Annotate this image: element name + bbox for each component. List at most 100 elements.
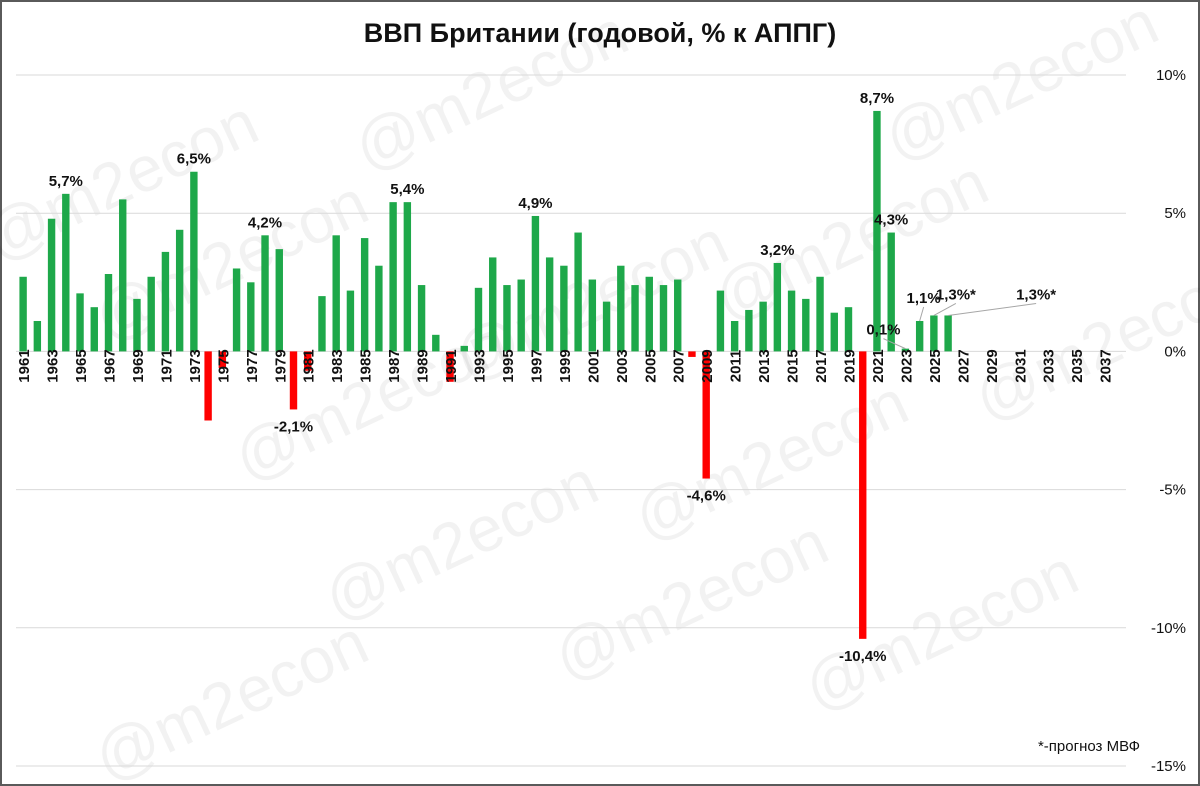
- bar-2004: [631, 285, 639, 352]
- bar-1984: [346, 290, 355, 352]
- bar-1987: [389, 202, 397, 352]
- y-tick-label: -15%: [1151, 758, 1186, 775]
- bar-2026: [944, 315, 952, 352]
- bar-1996: [517, 279, 525, 352]
- bar-1981: [304, 351, 312, 371]
- y-tick-label: 0%: [1164, 343, 1186, 360]
- x-tick-label: 2007: [671, 349, 688, 382]
- bar-2007: [674, 279, 682, 352]
- x-tick-label: 2025: [927, 349, 944, 382]
- bar-1988: [403, 202, 412, 352]
- data-label-2023: 0,1%: [866, 322, 900, 339]
- data-label-2014: 3,2%: [760, 242, 794, 259]
- x-tick-label: 2023: [898, 349, 915, 382]
- y-axis-tick-labels: 10% 5% 0% -5% -10% -15%: [1151, 67, 1186, 775]
- bar-1973: [190, 171, 198, 352]
- bar-2002: [602, 301, 611, 352]
- data-label-1988: 5,4%: [390, 181, 424, 198]
- bar-2014: [773, 262, 782, 352]
- y-tick-label: 5%: [1164, 205, 1186, 222]
- bar-2013: [759, 301, 767, 352]
- bar-1961: [19, 276, 27, 352]
- leader-line: [933, 303, 957, 316]
- bar-1966: [90, 307, 98, 352]
- x-tick-label: 1963: [45, 349, 62, 382]
- bar-2011: [730, 320, 739, 352]
- bar-1977: [247, 282, 255, 352]
- x-tick-label: 1975: [215, 349, 232, 382]
- x-tick-label: 1993: [472, 349, 489, 382]
- bar-1965: [76, 293, 84, 352]
- data-label-1964: 5,7%: [49, 173, 83, 190]
- bar-2017: [816, 276, 824, 352]
- bar-2010: [716, 290, 725, 352]
- x-tick-label: 2003: [614, 349, 631, 382]
- x-tick-label: 1969: [130, 349, 147, 382]
- bar-1976: [232, 268, 241, 352]
- bar-2019: [844, 307, 853, 352]
- bar-2020: [859, 351, 867, 639]
- leader-line: [919, 306, 925, 322]
- bar-2025: [930, 315, 938, 352]
- watermark-text: @m2econ: [83, 606, 379, 786]
- leader-line: [883, 338, 906, 350]
- data-label-2021: 8,7%: [860, 90, 894, 107]
- bar-1963: [47, 218, 56, 352]
- bar-1992: [460, 345, 468, 352]
- bar-2022: [887, 232, 895, 352]
- bar-1994: [489, 257, 497, 352]
- bar-2001: [588, 279, 597, 352]
- x-tick-label: 1971: [158, 349, 175, 382]
- data-label-2026: 1,3%*: [1016, 286, 1056, 303]
- data-label-2024: 1,1%: [907, 290, 941, 307]
- x-tick-label: 1981: [301, 349, 318, 382]
- data-labels: 5,7% 6,5% 4,2% -2,1% 5,4% 4,9% -4,6% 3,2% -10,4%…: [49, 90, 1057, 665]
- x-tick-label: 1997: [528, 349, 545, 382]
- x-tick-label: 2017: [813, 349, 830, 382]
- x-tick-label: 1985: [358, 349, 375, 382]
- x-tick-label: 2031: [1012, 349, 1029, 382]
- gridlines: [16, 74, 1126, 767]
- x-tick-label: 2021: [870, 349, 887, 382]
- x-tick-label: 2035: [1069, 349, 1086, 382]
- bar-2021: [873, 110, 881, 352]
- data-label-1997: 4,9%: [518, 195, 552, 212]
- data-label-1978: 4,2%: [248, 214, 282, 231]
- watermark-text: @m2econ: [313, 446, 609, 635]
- bar-1968: [119, 199, 127, 352]
- bar-1986: [375, 265, 383, 352]
- bar-2018: [830, 312, 838, 352]
- bar-1991: [446, 351, 454, 382]
- y-tick-label: -5%: [1159, 482, 1186, 499]
- bar-1989: [417, 285, 426, 352]
- x-tick-label: 1977: [244, 349, 261, 382]
- x-tick-label: 2005: [642, 349, 659, 382]
- bar-2005: [645, 276, 653, 352]
- bar-1972: [175, 229, 184, 352]
- data-label-1980: -2,1%: [274, 418, 313, 435]
- data-label-1973: 6,5%: [177, 151, 211, 168]
- watermark-text: @m2econ: [873, 0, 1169, 175]
- data-label-2020: -10,4%: [839, 648, 887, 665]
- watermark-text: @m2econ: [703, 146, 999, 335]
- x-tick-label: 1965: [73, 349, 90, 382]
- chart-title: ВВП Британии (годовой, % к АППГ): [363, 18, 837, 48]
- x-tick-label: 2029: [984, 349, 1001, 382]
- x-tick-label: 2015: [785, 349, 802, 382]
- bar-2023: [901, 348, 910, 352]
- data-label-2009: -4,6%: [687, 488, 726, 505]
- bar-2006: [659, 285, 668, 352]
- bar-1967: [104, 274, 113, 352]
- bar-1999: [560, 265, 568, 352]
- bar-2024: [915, 320, 924, 352]
- bar-1975: [218, 351, 227, 368]
- x-tick-label: 1989: [415, 349, 432, 382]
- watermark-text: @m2econ: [963, 246, 1200, 435]
- bar-1990: [432, 334, 440, 352]
- bar-1995: [503, 285, 511, 352]
- bar-1970: [147, 276, 155, 352]
- bar-2012: [745, 309, 753, 352]
- bar-2008: [688, 351, 696, 357]
